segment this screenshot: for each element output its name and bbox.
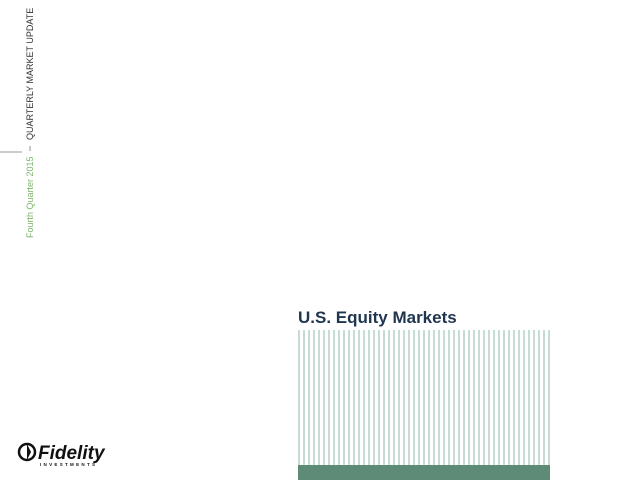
period-label: Fourth Quarter 2015 — [25, 156, 35, 238]
footer-bar — [298, 465, 550, 480]
logo: Fidelity INVESTMENTS — [17, 442, 106, 467]
logo-tagline: INVESTMENTS — [40, 462, 97, 467]
series-label: QUARTERLY MARKET UPDATE — [25, 8, 35, 140]
stripes — [298, 330, 550, 465]
logo-mark-inner — [27, 444, 31, 460]
title: U.S. Equity Markets — [298, 308, 457, 327]
logo-name: Fidelity — [38, 443, 106, 464]
